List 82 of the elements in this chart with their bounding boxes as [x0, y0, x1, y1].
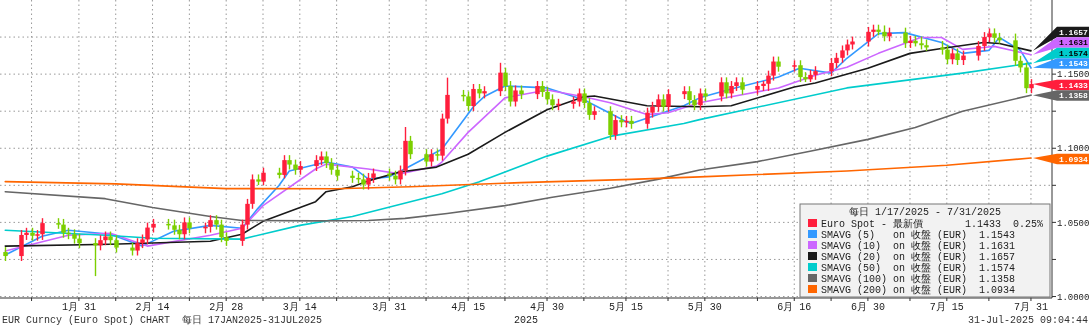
legend-label: SMAVG (50) on 收盤 (EUR) 1.1574 [821, 261, 1016, 274]
x-tick-label: 3月 31 [372, 302, 407, 313]
candlestick [903, 26, 908, 49]
candlestick [503, 67, 508, 92]
annotation: 1.1574 [1059, 48, 1088, 58]
annotation: 1.1657 [1059, 27, 1088, 37]
candlestick [1013, 32, 1018, 67]
candlestick [245, 198, 250, 231]
x-tick-label: 2月 14 [135, 302, 170, 313]
text: EUR Curncy (Euro Spot) CHART 每日 17JAN2025-31JUL2025 [2, 314, 323, 326]
x-tick-label: 6月 30 [850, 302, 885, 313]
candlestick [645, 107, 650, 130]
x-axis-title: 2025 [513, 315, 539, 326]
x-tick-label: 5月 15 [608, 302, 643, 313]
legend-label: SMAVG (5) on 收盤 (EUR) 1.1543 [821, 228, 1016, 241]
candlestick [582, 87, 587, 109]
candlestick [471, 83, 476, 112]
candlestick [398, 164, 403, 186]
candlestick [577, 87, 582, 108]
candlestick [666, 88, 671, 113]
x-tick-label: 2月 28 [209, 302, 244, 313]
y-tick-label: 1.1500 [1057, 70, 1090, 81]
candlestick [866, 26, 871, 48]
y-tick-label: 1.1000 [1057, 144, 1090, 155]
x-tick-label: 4月 15 [451, 302, 486, 313]
candlestick [535, 80, 540, 100]
x-tick-label: 7月 31 [1013, 302, 1048, 313]
value-tag: 1.1543 [1032, 58, 1089, 69]
candlestick [687, 85, 692, 106]
candlestick [182, 216, 187, 240]
legend-label: SMAVG (10) on 收盤 (EUR) 1.1631 [821, 239, 1016, 252]
value-tag: 1.0934 [1032, 153, 1089, 165]
candlestick [513, 84, 518, 108]
candlestick [945, 44, 950, 65]
x-tick-label: 1月 31 [61, 302, 96, 313]
legend-title: 每日 1/17/2025 - 7/31/2025 [848, 206, 1002, 218]
legend-label: Euro Spot - 最新價 1.1433 0.25% [821, 217, 1044, 230]
annotation: 1.0934 [1059, 155, 1088, 165]
value-tag: 1.1358 [1032, 90, 1089, 101]
candlestick [1024, 61, 1029, 94]
candlestick [798, 59, 803, 83]
candlestick [498, 62, 503, 97]
x-tick-label: 6月 16 [777, 302, 812, 313]
candlestick [613, 114, 618, 141]
candlestick [145, 221, 150, 246]
annotation: 1.1358 [1059, 91, 1088, 101]
candlestick [829, 57, 834, 77]
candlestick [19, 229, 24, 262]
annotation: 1.1631 [1059, 38, 1088, 48]
value-tag: 1.1433 [1032, 79, 1089, 91]
candlestick [408, 135, 413, 160]
candlestick [445, 76, 450, 125]
candlestick [40, 217, 45, 241]
candlestick [282, 154, 287, 180]
candlestick [466, 90, 471, 112]
candlestick [976, 40, 981, 62]
x-tick-label: 3月 14 [282, 302, 317, 313]
candlestick [719, 76, 724, 103]
candlestick [219, 218, 224, 243]
x-tick-label: 4月 30 [530, 302, 565, 313]
candlestick [724, 76, 729, 100]
candlestick [698, 87, 703, 111]
candlestick [93, 237, 98, 277]
candlestick [608, 105, 613, 141]
annotation: 1.1433 [1059, 80, 1088, 90]
candlestick [508, 80, 513, 108]
candlestick [982, 31, 987, 52]
y-tick-label: 1.0000 [1057, 292, 1090, 303]
y-tick-label: 1.0500 [1057, 218, 1090, 229]
candlestick [61, 218, 66, 239]
annotation: 1.1543 [1059, 59, 1088, 69]
text: 31-Jul-2025 09:04:44 [967, 315, 1088, 326]
legend-label: SMAVG (200) on 收盤 (EUR) 1.0934 [821, 283, 1016, 296]
x-tick-label: 5月 30 [687, 302, 722, 313]
candlestick [766, 69, 771, 92]
line-series [4, 157, 1032, 190]
candlestick [771, 55, 776, 82]
x-tick-label: 7月 15 [929, 302, 964, 313]
candlestick [587, 97, 592, 121]
legend-label: SMAVG (20) on 收盤 (EUR) 1.1657 [821, 250, 1016, 263]
legend-label: SMAVG (100) on 收盤 (EUR) 1.1358 [821, 272, 1016, 285]
candlestick [240, 218, 245, 247]
